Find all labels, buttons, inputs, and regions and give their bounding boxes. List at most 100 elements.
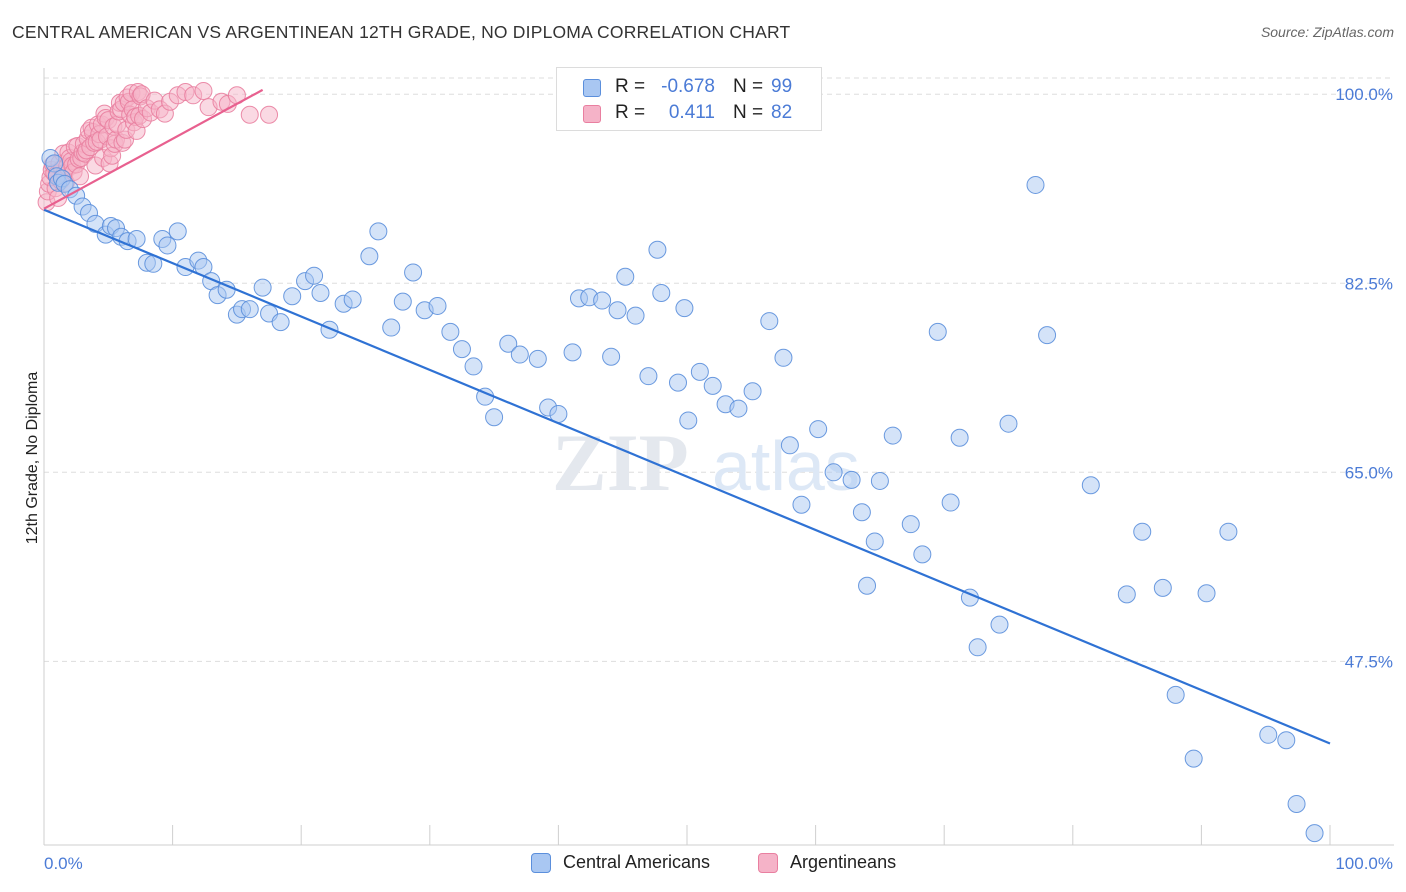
legend-n-value: 99 [771,76,793,97]
watermark-zip: ZIP [552,417,689,508]
central-american-point [510,345,529,364]
legend-n-label: N = [733,76,764,97]
central-american-point [990,615,1009,634]
central-americans-trend-line [43,208,1331,745]
central-american-point [703,376,722,395]
central-american-point [968,638,987,657]
central-american-point [608,301,627,320]
central-american-point [858,576,877,595]
central-american-point [1277,731,1296,750]
central-american-point [928,322,947,341]
central-american-point [360,247,379,266]
central-american-point [240,300,259,319]
central-american-point [648,240,667,259]
legend-row-central-americans: R = -0.678 N = 99 [557,76,821,102]
legend-row-argentineans: R = 0.411 N = 82 [557,102,821,128]
argentinean-point [71,167,90,186]
central-american-point [441,322,460,341]
legend-n-label: N = [733,102,764,123]
central-american-point [343,290,362,309]
central-american-point [1081,476,1100,495]
central-american-point [668,373,687,392]
central-american-point [999,414,1018,433]
central-american-point [639,367,658,386]
argentineans-points [37,81,279,212]
central-american-point [679,411,698,430]
central-american-point [1259,725,1278,744]
central-american-point [865,532,884,551]
central-american-point [593,291,612,310]
central-american-point [499,334,518,353]
argentinean-point [260,105,279,124]
legend-r-value: 0.411 [668,102,715,123]
grid-lines [44,77,1394,662]
central-american-point [1133,522,1152,541]
central-american-point [1026,175,1045,194]
central-american-point [158,236,177,255]
legend-swatch-blue [583,79,601,97]
central-american-point [382,318,401,337]
argentinean-point [240,105,259,124]
central-american-point [626,306,645,325]
central-american-point [253,278,272,297]
central-american-point [1153,578,1172,597]
central-american-point [428,296,447,315]
central-american-point [883,426,902,445]
central-american-point [1038,326,1057,345]
legend-r-value: -0.678 [661,76,715,97]
central-american-point [404,263,423,282]
central-american-point [729,399,748,418]
central-american-point [311,283,330,302]
central-american-point [950,428,969,447]
legend-n-value: 82 [771,102,793,123]
central-american-point [563,343,582,362]
bottom-legend-label: Central Americans [563,852,711,872]
central-american-point [485,408,504,427]
y-tick-label: 47.5% [1345,652,1393,671]
chart-title: CENTRAL AMERICAN VS ARGENTINEAN 12TH GRA… [12,22,791,42]
legend-r-label: R = [615,102,646,123]
legend: R = -0.678 N = 99 R = 0.411 N = 82 [556,67,822,131]
trend-lines [43,88,1331,745]
central-american-point [870,471,889,490]
central-american-point [690,362,709,381]
x-tick-label-max: 100.0% [1335,854,1393,873]
central-american-point [809,420,828,439]
central-american-point [1287,794,1306,813]
argentineans-trend-line [43,88,264,210]
legend-r-label: R = [615,76,646,97]
central-american-point [168,222,187,241]
y-axis-title: 12th Grade, No Diploma [24,372,41,545]
central-american-point [305,266,324,285]
central-american-point [1219,522,1238,541]
central-american-point [913,545,932,564]
central-american-point [941,493,960,512]
source-note: Source: ZipAtlas.com [1260,24,1394,40]
bottom-legend-label: Argentineans [790,852,897,872]
y-tick-label: 100.0% [1335,85,1393,104]
argentinean-point [194,81,213,100]
central-american-point [1305,824,1324,843]
central-american-point [602,347,621,366]
central-american-point [452,340,471,359]
central-american-point [743,382,762,401]
central-american-point [369,222,388,241]
bottom-legend-swatch-blue [531,853,551,873]
central-american-point [792,495,811,514]
central-american-point [1166,685,1185,704]
tick-labels: 100.0% 82.5% 65.0% 47.5% 0.0% 100.0% [44,85,1393,873]
central-american-point [528,349,547,368]
central-american-point [901,515,920,534]
central-american-point [1117,585,1136,604]
central-american-point [464,357,483,376]
central-american-point [283,287,302,306]
legend-swatch-pink [583,105,601,123]
central-american-point [760,312,779,331]
central-american-point [1184,749,1203,768]
central-american-point [271,313,290,332]
central-american-point [824,463,843,482]
central-american-point [780,436,799,455]
y-tick-label: 82.5% [1345,274,1393,293]
y-tick-label: 65.0% [1345,463,1393,482]
